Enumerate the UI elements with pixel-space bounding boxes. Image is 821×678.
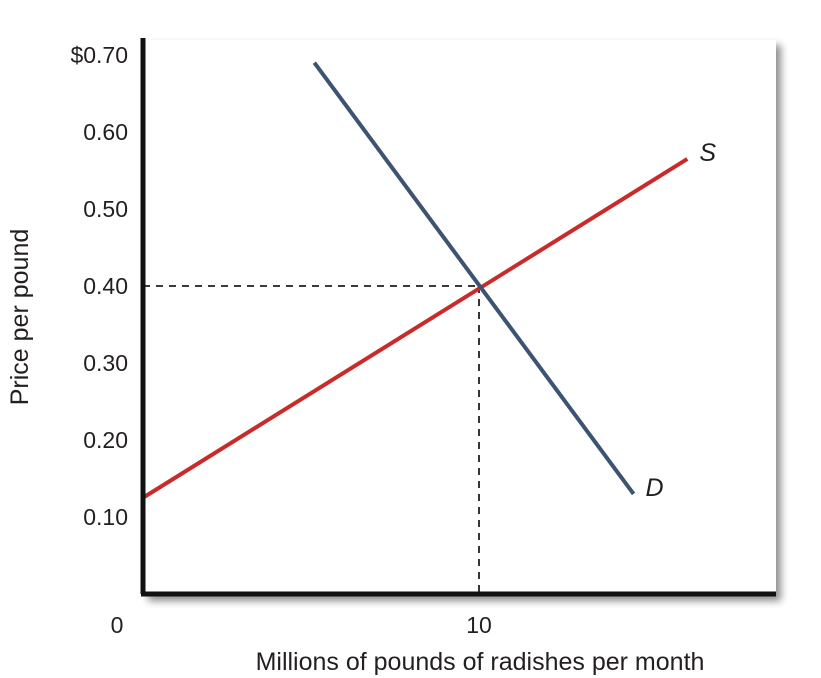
demand-label: D <box>646 474 664 502</box>
y-tick-label: 0.40 <box>83 273 128 299</box>
x-tick-label: 0 <box>111 612 124 638</box>
curve-labels: SD <box>646 139 717 502</box>
x-axis-title: Millions of pounds of radishes per month <box>256 648 705 676</box>
equilibrium-guides <box>143 285 480 594</box>
y-tick-label: 0.20 <box>83 427 128 453</box>
demand-curve <box>312 61 636 496</box>
supply-curve <box>141 157 689 500</box>
y-tick-label: 0.10 <box>83 504 128 530</box>
y-tick-label: 0.30 <box>83 350 128 376</box>
x-tick-labels: 0 10 <box>111 612 492 638</box>
supply-label: S <box>699 139 716 167</box>
x-tick-label: 10 <box>466 612 492 638</box>
y-axis-title: Price per pound <box>6 229 34 406</box>
y-tick-label: $0.70 <box>70 42 128 68</box>
y-tick-label: 0.60 <box>83 119 128 145</box>
series-layer <box>141 61 689 500</box>
y-tick-labels: 0.10 0.20 0.30 0.40 0.50 0.60 $0.70 <box>70 42 128 530</box>
y-tick-label: 0.50 <box>83 196 128 222</box>
plot-frame <box>143 40 776 596</box>
